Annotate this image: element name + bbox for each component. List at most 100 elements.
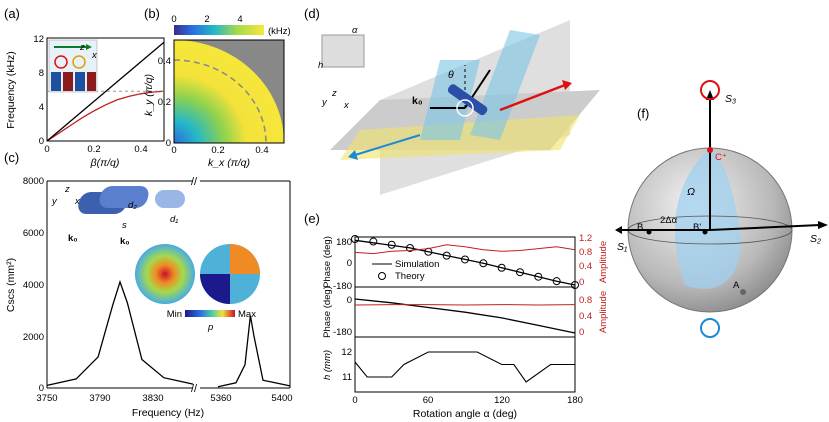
e-theory-point xyxy=(351,235,359,243)
c-xtick: 3830 xyxy=(142,393,163,404)
a-xtick: 0 xyxy=(44,144,49,155)
e-xtick: 0 xyxy=(352,395,357,406)
e-xlabel: Rotation angle α (deg) xyxy=(413,408,517,420)
e-legend-theory: Theory xyxy=(395,271,425,282)
panel-a: (a) 0 4 8 12 0 0.2 0.4 β(π/q) Frequency … xyxy=(4,6,165,169)
panel-b: (b) 0 2 4 (kHz) 0 0.2 0.4 0 0.2 0.4 k_x … xyxy=(143,6,291,169)
b-xticks: 0 0.2 0.4 xyxy=(171,145,268,156)
panel-f-label: (f) xyxy=(637,106,649,121)
b-ytick: 0 xyxy=(166,138,171,149)
e-xticks: 0 60 120 180 xyxy=(352,395,583,406)
e-top-ylabel: Phase (deg) xyxy=(322,236,333,288)
e-phase-mid xyxy=(354,298,576,334)
a-inset-x: x xyxy=(91,50,98,61)
e-ytick: -180 xyxy=(333,281,352,292)
e-top-yticks-right: 1.2 0.8 0.4 0 xyxy=(579,233,592,288)
c-series-right xyxy=(217,315,291,388)
b-cb-unit: (kHz) xyxy=(268,26,291,37)
f-s2: S₂ xyxy=(810,233,821,245)
e-legend-sim: Simulation xyxy=(395,259,439,270)
c-series-left xyxy=(46,279,194,387)
a-inset-arrowhead xyxy=(86,44,92,50)
a-inset-pillar xyxy=(75,72,85,91)
panel-c-label: (c) xyxy=(4,150,19,165)
b-dashed-contour xyxy=(173,59,267,144)
c-cb-symbol: p xyxy=(207,322,213,333)
panel-a-axes xyxy=(46,37,165,142)
c-field-map-1 xyxy=(135,244,195,304)
panel-b-label: (b) xyxy=(144,6,160,21)
e-top-yticks: 180 0 -180 xyxy=(333,237,352,292)
c-inset-geometry: z y x k₀ k₀ s d₂ d₁ xyxy=(51,184,185,247)
b-yticks: 0 0.2 0.4 xyxy=(158,56,171,149)
e-theory-point xyxy=(516,268,524,277)
c-break: // xyxy=(191,383,198,395)
e-ytick-r: 0 xyxy=(579,277,584,288)
b-xtick: 0.4 xyxy=(255,145,268,156)
d-theta: θ xyxy=(448,69,454,81)
c-ytick: 4000 xyxy=(23,280,44,291)
f-rcp-icon xyxy=(700,80,720,100)
f-point-b-prime xyxy=(702,229,708,235)
panel-a-yticks: 0 4 8 12 xyxy=(33,34,44,147)
f-c-plus: C⁺ xyxy=(715,152,727,163)
c-cylinder xyxy=(99,186,149,208)
f-b: B xyxy=(637,222,643,233)
e-ytick-r: 1.2 xyxy=(579,233,592,244)
b-ytick: 0.2 xyxy=(158,97,171,108)
c-ytick: 8000 xyxy=(23,176,44,187)
c-ylabel: Cscs (mm²) xyxy=(5,258,17,312)
e-ytick: 12 xyxy=(341,347,352,358)
c-xtick: 5400 xyxy=(271,393,292,404)
c-k0b: k₀ xyxy=(120,236,130,247)
e-theory-point xyxy=(442,251,451,260)
c-plot xyxy=(46,279,291,388)
b-colorbar xyxy=(174,25,264,35)
a-series-0 xyxy=(46,90,165,142)
e-ytick: 0 xyxy=(347,295,352,306)
c-field-colorbar xyxy=(185,310,235,317)
c-inset-y: y xyxy=(51,196,58,207)
c-inset-z: z xyxy=(64,184,70,195)
a-inset-mode xyxy=(54,55,68,69)
panel-e-label: (e) xyxy=(304,211,320,226)
b-ylabel: k_y (π/q) xyxy=(143,74,155,116)
a-ylabel: Frequency (kHz) xyxy=(5,51,17,129)
a-ytick: 4 xyxy=(39,102,44,113)
d-k0: k₀ xyxy=(412,95,423,107)
f-solid-angle xyxy=(674,148,741,289)
e-xtick: 60 xyxy=(423,395,434,406)
e-ytick: 180 xyxy=(336,237,352,248)
d-z: z xyxy=(331,88,337,99)
b-cb-tick: 2 xyxy=(204,14,209,25)
e-xtick: 180 xyxy=(567,395,583,406)
c-d1: d₁ xyxy=(170,214,178,225)
d-rotation-marker xyxy=(456,99,474,117)
c-ytick: 0 xyxy=(39,383,44,394)
e-theory-point xyxy=(534,272,543,281)
e-ytick-r: 0 xyxy=(579,327,584,338)
b-xtick: 0.2 xyxy=(211,145,224,156)
e-ytick: 11 xyxy=(342,372,352,383)
f-s1: S₁ xyxy=(617,241,628,253)
e-mid-ylabel: Phase (deg) xyxy=(322,286,333,338)
f-omega: Ω xyxy=(687,186,695,198)
b-map xyxy=(174,40,284,143)
c-field-lobe xyxy=(200,274,230,304)
a-inset: z x xyxy=(48,39,98,93)
e-top-ylabel-r: Amplitude xyxy=(598,241,609,283)
c-d2: d₂ xyxy=(128,200,137,211)
e-ytick-r: 0.8 xyxy=(579,295,592,306)
e-theory-point xyxy=(461,255,469,264)
e-theory-point xyxy=(571,281,579,289)
f-arrowhead xyxy=(818,221,828,229)
f-s3: S₃ xyxy=(725,93,736,105)
c-s: s xyxy=(122,220,127,231)
d-inset xyxy=(321,34,365,68)
a-inset-pillar xyxy=(63,72,73,91)
c-cb-min: Min xyxy=(167,309,182,320)
f-point-c xyxy=(707,147,713,153)
d-y: y xyxy=(321,97,328,108)
e-ytick: 0 xyxy=(347,258,352,269)
f-s2-axis xyxy=(709,224,821,231)
